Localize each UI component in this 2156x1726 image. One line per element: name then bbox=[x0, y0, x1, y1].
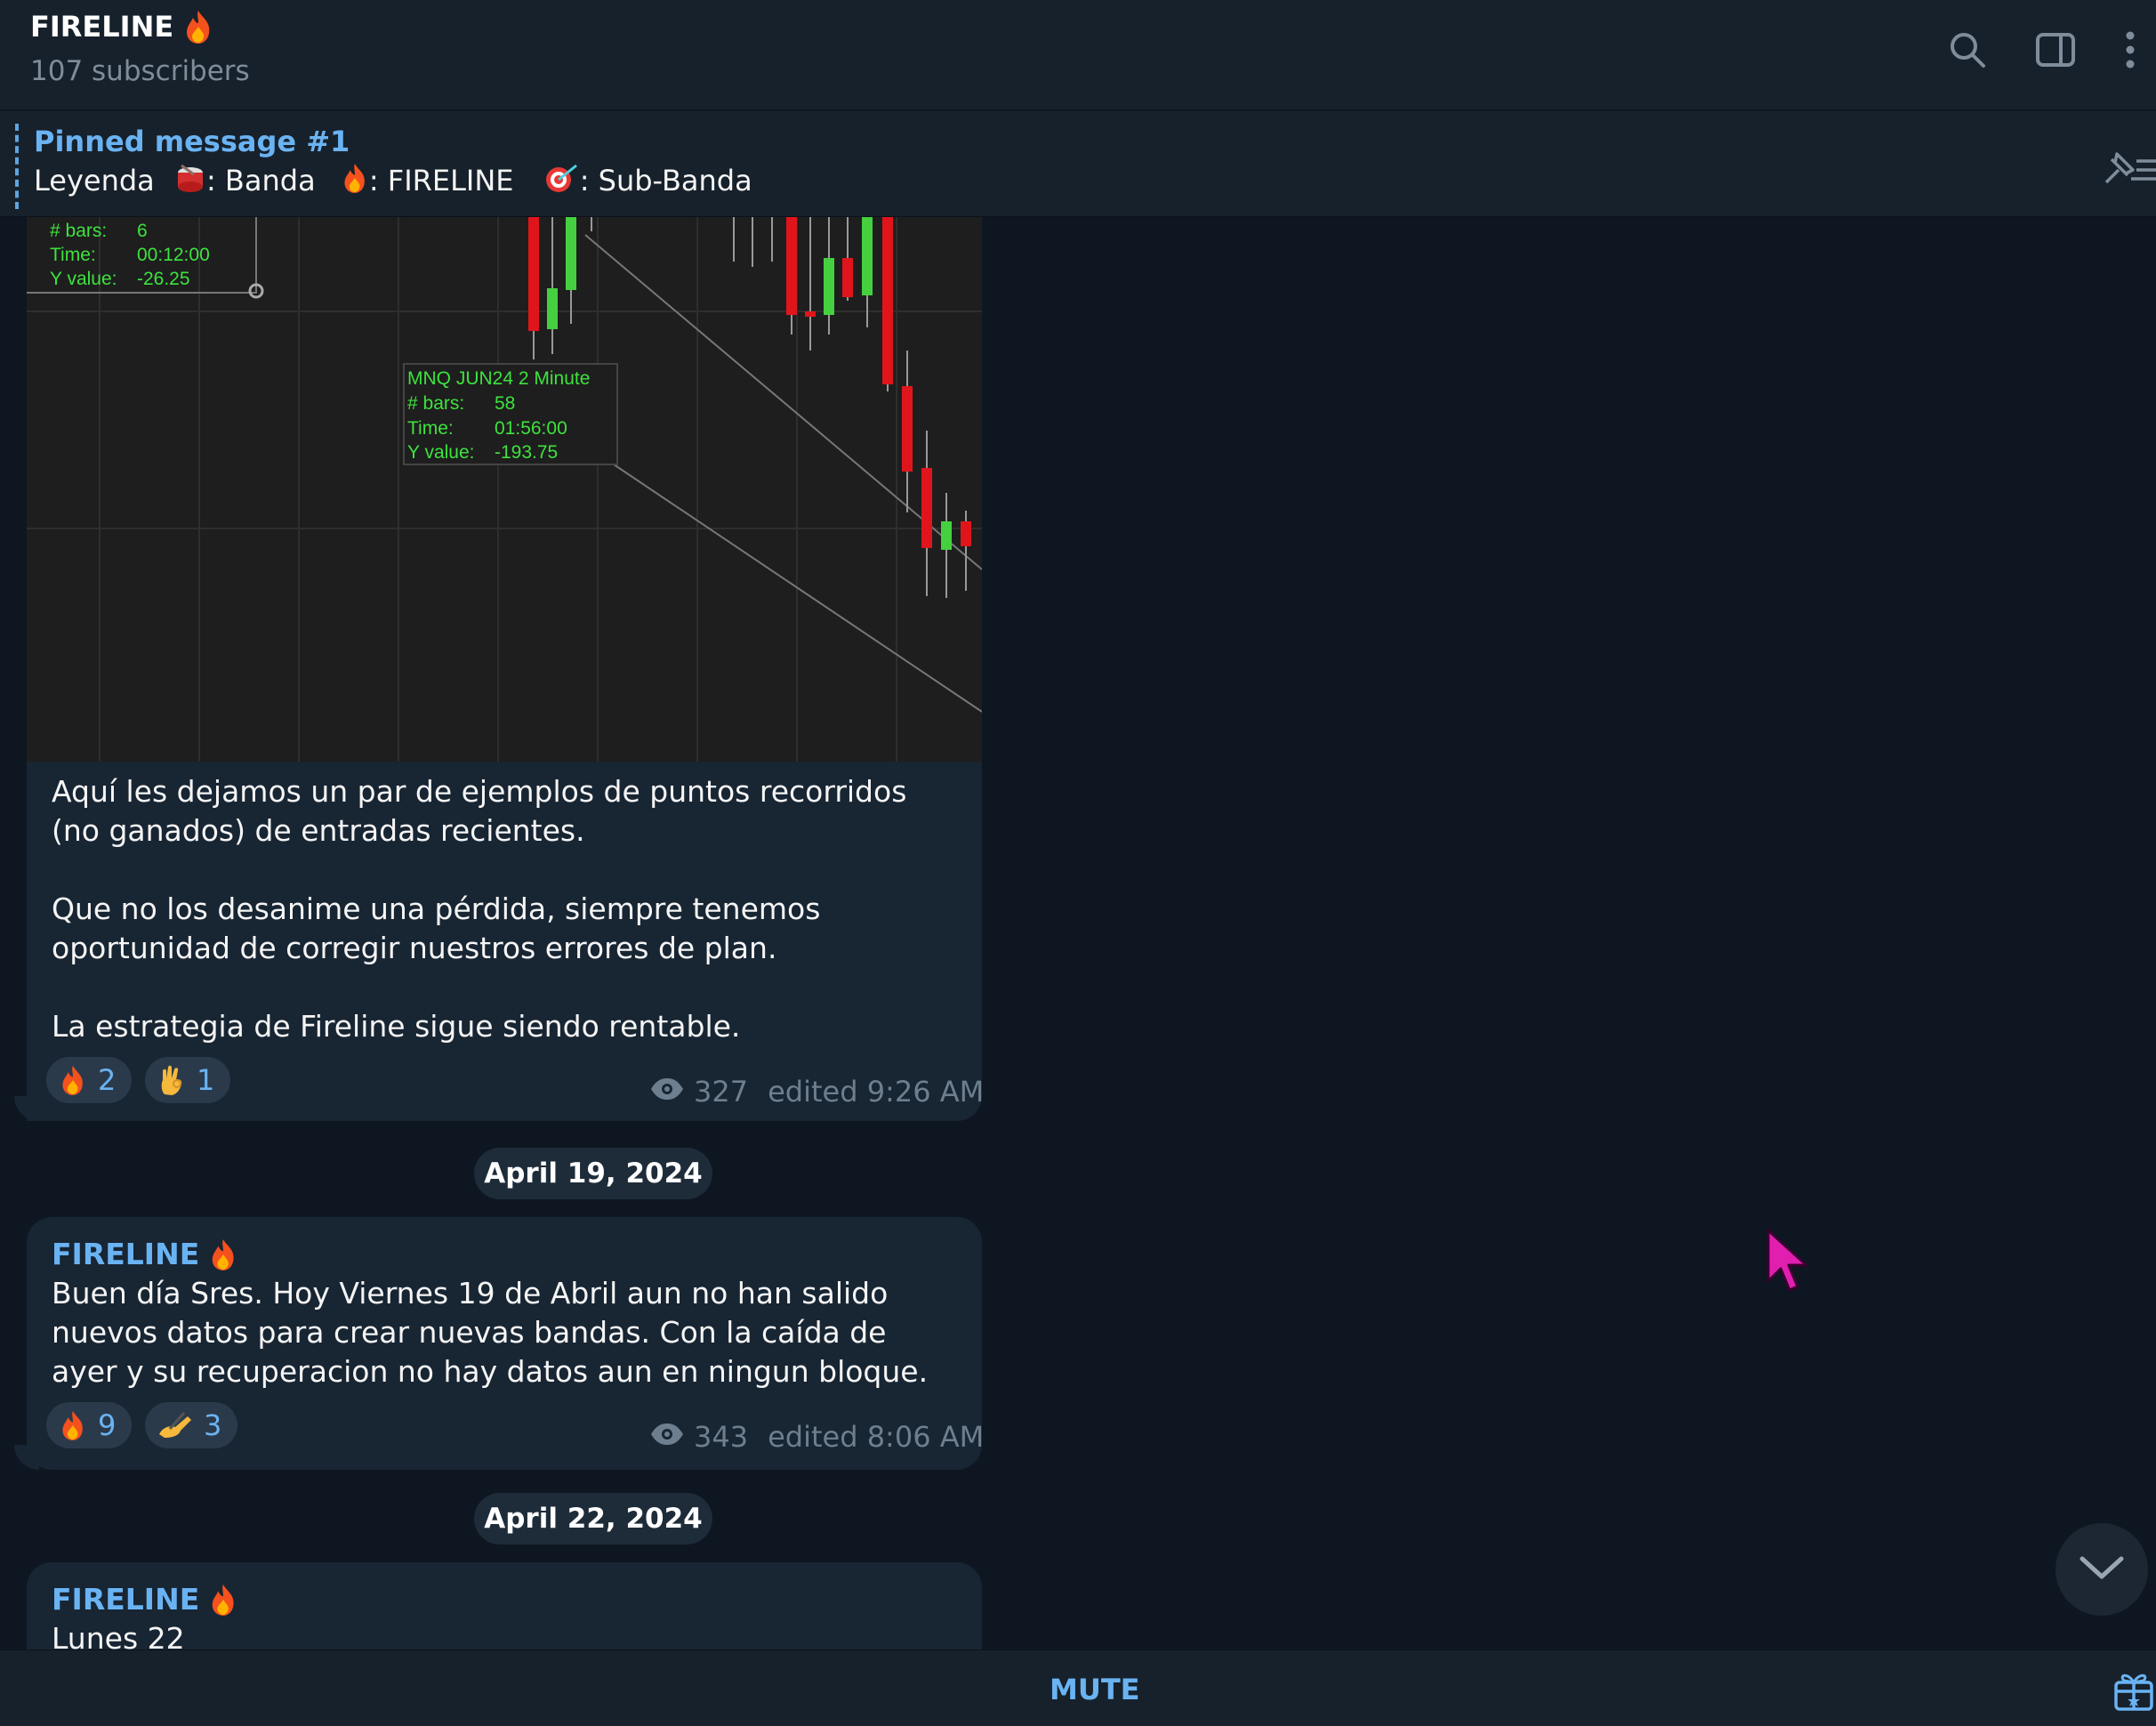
drum-icon bbox=[174, 162, 206, 204]
pinned-text-part: : FIRELINE bbox=[368, 164, 514, 198]
box1-label-time: Time: bbox=[50, 245, 96, 265]
fire-icon bbox=[341, 162, 369, 204]
reaction-ok-hand[interactable]: 1 bbox=[145, 1057, 231, 1103]
box2-value-bars: 58 bbox=[495, 393, 515, 414]
sender-name[interactable]: FIRELINE bbox=[52, 1235, 238, 1274]
view-count: 343 bbox=[694, 1420, 749, 1454]
fire-icon bbox=[59, 1064, 87, 1096]
message-text: Lunes 22 bbox=[52, 1621, 185, 1649]
mouse-cursor-icon bbox=[1766, 1228, 1810, 1294]
message-text: Aquí les dejamos un par de ejemplos de p… bbox=[52, 774, 907, 1044]
reaction-count: 2 bbox=[98, 1063, 117, 1097]
fire-icon bbox=[182, 9, 214, 44]
reaction-fire[interactable]: 2 bbox=[46, 1057, 133, 1103]
reaction-count: 1 bbox=[197, 1063, 215, 1097]
gift-icon[interactable] bbox=[2112, 1668, 2156, 1713]
bottom-bar: MUTE bbox=[0, 1649, 2156, 1726]
channel-title[interactable]: FIRELINE bbox=[30, 9, 214, 44]
box2-label-time: Time: bbox=[407, 418, 454, 439]
view-count: 327 bbox=[694, 1075, 749, 1109]
fire-icon bbox=[208, 1583, 238, 1617]
bubble-tail bbox=[14, 1096, 39, 1121]
date-separator: April 19, 2024 bbox=[474, 1148, 712, 1199]
edited-time: edited 8:06 AM bbox=[768, 1420, 985, 1454]
pinned-indicator bbox=[15, 124, 19, 209]
sender-name-text: FIRELINE bbox=[52, 1237, 200, 1271]
chart-screenshot[interactable]: # bars: 6 Time: 00:12:00 Y value: -26.25… bbox=[27, 217, 982, 762]
box2-value-time: 01:56:00 bbox=[495, 418, 567, 439]
edited-time: edited 9:26 AM bbox=[768, 1075, 985, 1109]
more-menu-icon[interactable] bbox=[2108, 25, 2152, 75]
chat-header[interactable]: FIRELINE 107 subscribers bbox=[0, 0, 2156, 110]
box1-label-y: Y value: bbox=[50, 269, 117, 289]
fire-icon bbox=[208, 1238, 238, 1271]
pinned-title: Pinned message #1 bbox=[34, 125, 350, 158]
pinned-text: Leyenda : Banda : FIRELINE : Sub-Banda bbox=[34, 161, 752, 204]
pin-list-icon[interactable] bbox=[2099, 143, 2156, 193]
date-separator: April 22, 2024 bbox=[474, 1493, 712, 1545]
message-meta: 343 edited 8:06 AM bbox=[649, 1420, 984, 1454]
eye-icon bbox=[649, 1075, 685, 1109]
box1-value-bars: 6 bbox=[137, 221, 148, 241]
pinned-text-part: : Banda bbox=[205, 164, 316, 198]
pinned-text-part: : Sub-Banda bbox=[579, 164, 752, 198]
box1-value-time: 00:12:00 bbox=[137, 245, 210, 265]
message-text: Buen día Sres. Hoy Viernes 19 de Abril a… bbox=[52, 1276, 929, 1389]
box2-title: MNQ JUN24 2 Minute bbox=[407, 368, 590, 389]
reaction-count: 3 bbox=[204, 1408, 222, 1442]
search-icon[interactable] bbox=[1943, 25, 1992, 75]
box1-label-bars: # bars: bbox=[50, 221, 107, 241]
target-icon bbox=[544, 162, 580, 204]
eye-icon bbox=[649, 1420, 685, 1454]
pinned-message-bar[interactable]: Pinned message #1 Leyenda : Banda : FIRE… bbox=[0, 110, 2156, 217]
pinned-text-part: Leyenda bbox=[34, 164, 155, 198]
box2-label-y: Y value: bbox=[407, 442, 475, 463]
box1-value-y: -26.25 bbox=[137, 269, 190, 289]
bubble-tail bbox=[14, 1445, 39, 1470]
box2-label-bars: # bars: bbox=[407, 393, 464, 414]
message-list[interactable]: # bars: 6 Time: 00:12:00 Y value: -26.25… bbox=[0, 217, 2156, 1649]
sender-name-text: FIRELINE bbox=[52, 1582, 200, 1617]
scroll-to-bottom-button[interactable] bbox=[2055, 1523, 2148, 1616]
reaction-fire[interactable]: 9 bbox=[46, 1402, 133, 1448]
svg-text:# bars:: # bars: bbox=[50, 221, 107, 241]
reaction-count: 9 bbox=[98, 1408, 117, 1442]
ok-hand-icon bbox=[157, 1064, 186, 1096]
sidebar-toggle-icon[interactable] bbox=[2031, 25, 2080, 75]
chevron-down-icon bbox=[2079, 1553, 2125, 1585]
mute-button[interactable]: MUTE bbox=[1050, 1673, 1140, 1706]
channel-title-text: FIRELINE bbox=[30, 10, 174, 44]
message-bubble[interactable] bbox=[27, 1562, 982, 1649]
box2-value-y: -193.75 bbox=[495, 442, 558, 463]
reaction-writing-hand[interactable]: 3 bbox=[145, 1402, 238, 1448]
message-meta: 327 edited 9:26 AM bbox=[649, 1075, 984, 1109]
subscriber-count: 107 subscribers bbox=[30, 55, 250, 87]
fire-icon bbox=[59, 1409, 87, 1441]
sender-name[interactable]: FIRELINE bbox=[52, 1580, 238, 1619]
writing-hand-icon bbox=[157, 1411, 193, 1440]
